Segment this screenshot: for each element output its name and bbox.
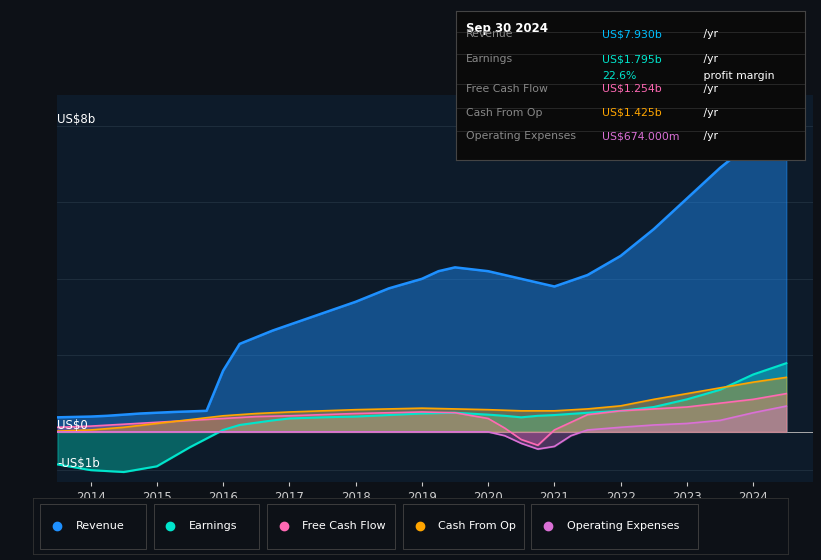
Text: Earnings: Earnings (466, 54, 513, 64)
Text: profit margin: profit margin (699, 71, 774, 81)
Text: /yr: /yr (699, 29, 718, 39)
Text: Cash From Op: Cash From Op (466, 108, 543, 118)
Text: US$1.795b: US$1.795b (603, 54, 662, 64)
Text: Free Cash Flow: Free Cash Flow (466, 84, 548, 94)
Text: Operating Expenses: Operating Expenses (466, 132, 576, 142)
Text: US$1.425b: US$1.425b (603, 108, 662, 118)
Text: Earnings: Earnings (189, 521, 238, 531)
Text: US$1.254b: US$1.254b (603, 84, 662, 94)
Text: 22.6%: 22.6% (603, 71, 636, 81)
Text: Operating Expenses: Operating Expenses (566, 521, 679, 531)
Text: Cash From Op: Cash From Op (438, 521, 516, 531)
Text: Revenue: Revenue (466, 29, 514, 39)
Text: /yr: /yr (699, 84, 718, 94)
Text: US$8b: US$8b (57, 113, 96, 126)
Text: Free Cash Flow: Free Cash Flow (302, 521, 386, 531)
Text: /yr: /yr (699, 54, 718, 64)
Text: US$0: US$0 (57, 419, 88, 432)
Text: /yr: /yr (699, 132, 718, 142)
Text: -US$1b: -US$1b (57, 457, 100, 470)
Text: US$7.930b: US$7.930b (603, 29, 662, 39)
Text: US$674.000m: US$674.000m (603, 132, 680, 142)
Text: Sep 30 2024: Sep 30 2024 (466, 22, 548, 35)
Text: Revenue: Revenue (76, 521, 125, 531)
Text: /yr: /yr (699, 108, 718, 118)
